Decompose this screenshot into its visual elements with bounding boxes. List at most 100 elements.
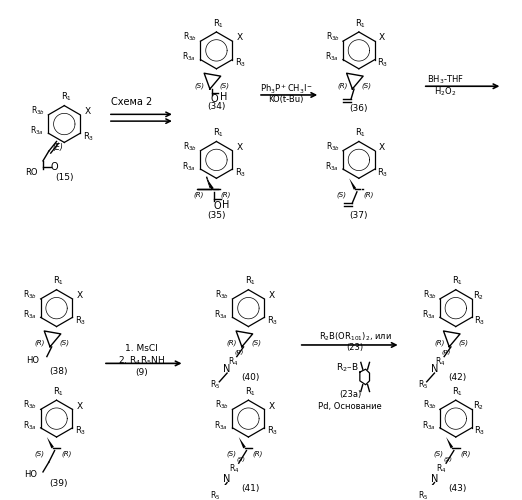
Text: X: X: [379, 143, 385, 152]
Text: (36): (36): [350, 104, 368, 113]
Text: R$_{3a}$: R$_{3a}$: [325, 51, 339, 64]
Text: R$_3$: R$_3$: [75, 314, 86, 327]
Text: R$_3$: R$_3$: [235, 166, 246, 178]
Text: R$_{3a}$: R$_{3a}$: [22, 419, 36, 432]
Text: R$_4$: R$_4$: [229, 463, 239, 475]
Text: (R): (R): [35, 340, 45, 346]
Text: (R): (R): [221, 192, 231, 198]
Text: R$_3$: R$_3$: [75, 425, 86, 438]
Text: (37): (37): [350, 210, 368, 220]
Text: R$_2$: R$_2$: [473, 290, 484, 302]
Text: R$_{3b}$: R$_{3b}$: [31, 104, 45, 117]
Text: R$_1$: R$_1$: [53, 385, 64, 398]
Text: (R): (R): [227, 340, 237, 346]
Text: R$_1$: R$_1$: [245, 385, 256, 398]
Text: R$_{3b}$: R$_{3b}$: [23, 399, 38, 411]
Text: Схема 2: Схема 2: [112, 96, 153, 106]
Text: (41): (41): [241, 484, 259, 493]
Text: H: H: [220, 92, 228, 102]
Text: R$_{3b}$: R$_{3b}$: [183, 30, 197, 43]
Text: (R): (R): [253, 450, 263, 457]
Text: Ph$_3$P$^+$CH$_3$I$^-$: Ph$_3$P$^+$CH$_3$I$^-$: [259, 82, 313, 96]
Text: R$_1$: R$_1$: [61, 90, 72, 103]
Text: (S): (S): [251, 340, 261, 346]
Text: (S): (S): [362, 82, 372, 88]
Text: O: O: [51, 162, 58, 172]
Text: R$_1$: R$_1$: [213, 17, 224, 29]
Text: (R): (R): [460, 450, 471, 457]
Text: R$_5$: R$_5$: [210, 490, 221, 500]
Text: R$_{3b}$: R$_{3b}$: [423, 399, 436, 411]
Text: R$_3$: R$_3$: [474, 425, 485, 438]
Polygon shape: [349, 178, 357, 190]
Text: R$_5$: R$_5$: [418, 490, 428, 500]
Text: O: O: [213, 202, 221, 211]
Text: R$_{3a}$: R$_{3a}$: [182, 160, 196, 173]
Text: R$_1$: R$_1$: [53, 275, 64, 287]
Text: X: X: [77, 402, 83, 410]
Text: R$_{3b}$: R$_{3b}$: [326, 140, 340, 152]
Text: R$_3$: R$_3$: [377, 56, 389, 69]
Polygon shape: [207, 178, 214, 190]
Text: KO(t-Bu): KO(t-Bu): [268, 96, 304, 104]
Text: (S): (S): [336, 192, 347, 198]
Text: R$_{3b}$: R$_{3b}$: [326, 30, 340, 43]
Text: R$_4$: R$_4$: [436, 463, 446, 475]
Text: (R): (R): [434, 340, 445, 346]
Text: R$_1$: R$_1$: [452, 275, 463, 287]
Text: R$_1$: R$_1$: [355, 126, 366, 139]
Text: X: X: [269, 402, 275, 410]
Text: Pd, Основание: Pd, Основание: [318, 402, 382, 411]
Text: (R): (R): [61, 450, 72, 457]
Text: HO: HO: [26, 356, 39, 365]
Text: R$_2$: R$_2$: [473, 400, 484, 412]
Text: (9): (9): [135, 368, 148, 376]
Text: R$_{3b}$: R$_{3b}$: [23, 288, 38, 301]
Text: R$_5$: R$_5$: [418, 378, 428, 391]
Text: (R): (R): [442, 350, 451, 355]
Polygon shape: [446, 437, 453, 448]
Text: R$_{3b}$: R$_{3b}$: [183, 140, 197, 152]
Text: H: H: [222, 200, 230, 210]
Text: R$_2$–B: R$_2$–B: [336, 362, 358, 374]
Text: R$_2$B(OR$_{101}$)$_2$, или: R$_2$B(OR$_{101}$)$_2$, или: [318, 331, 392, 344]
Text: R$_1$: R$_1$: [452, 385, 463, 398]
Text: X: X: [379, 34, 385, 42]
Text: X: X: [236, 143, 243, 152]
Text: (S): (S): [433, 450, 443, 457]
Text: 2. R$_4$R$_5$NH: 2. R$_4$R$_5$NH: [118, 354, 165, 366]
Text: R$_{3a}$: R$_{3a}$: [215, 419, 228, 432]
Text: R$_{3a}$: R$_{3a}$: [325, 160, 339, 173]
Text: R$_3$: R$_3$: [235, 56, 246, 69]
Text: N: N: [223, 474, 231, 484]
Text: R$_1$: R$_1$: [355, 17, 366, 29]
Text: (E): (E): [52, 143, 63, 152]
Text: R$_{3a}$: R$_{3a}$: [22, 308, 36, 321]
Text: R$_{3a}$: R$_{3a}$: [215, 308, 228, 321]
Text: (S): (S): [219, 82, 229, 88]
Text: R$_4$: R$_4$: [435, 355, 445, 368]
Text: R$_{3a}$: R$_{3a}$: [422, 419, 435, 432]
Text: (35): (35): [207, 210, 226, 220]
Text: O: O: [211, 94, 218, 104]
Text: (S): (S): [444, 457, 453, 462]
Text: X: X: [269, 291, 275, 300]
Text: (S): (S): [236, 457, 245, 462]
Text: R$_4$: R$_4$: [228, 355, 238, 368]
Text: (38): (38): [49, 366, 68, 376]
Polygon shape: [47, 437, 54, 448]
Text: N: N: [431, 364, 438, 374]
Text: R$_3$: R$_3$: [377, 166, 389, 178]
Text: (40): (40): [241, 374, 259, 382]
Text: (S): (S): [34, 450, 44, 457]
Text: X: X: [85, 107, 91, 116]
Text: R$_{3a}$: R$_{3a}$: [182, 51, 196, 64]
Text: (S): (S): [226, 450, 236, 457]
Text: (43): (43): [448, 484, 467, 493]
Text: (R): (R): [363, 192, 374, 198]
Text: R$_{3b}$: R$_{3b}$: [215, 399, 229, 411]
Text: (R): (R): [234, 350, 243, 355]
Text: N: N: [223, 364, 231, 374]
Text: (15): (15): [55, 173, 74, 182]
Text: R$_5$: R$_5$: [210, 378, 221, 391]
